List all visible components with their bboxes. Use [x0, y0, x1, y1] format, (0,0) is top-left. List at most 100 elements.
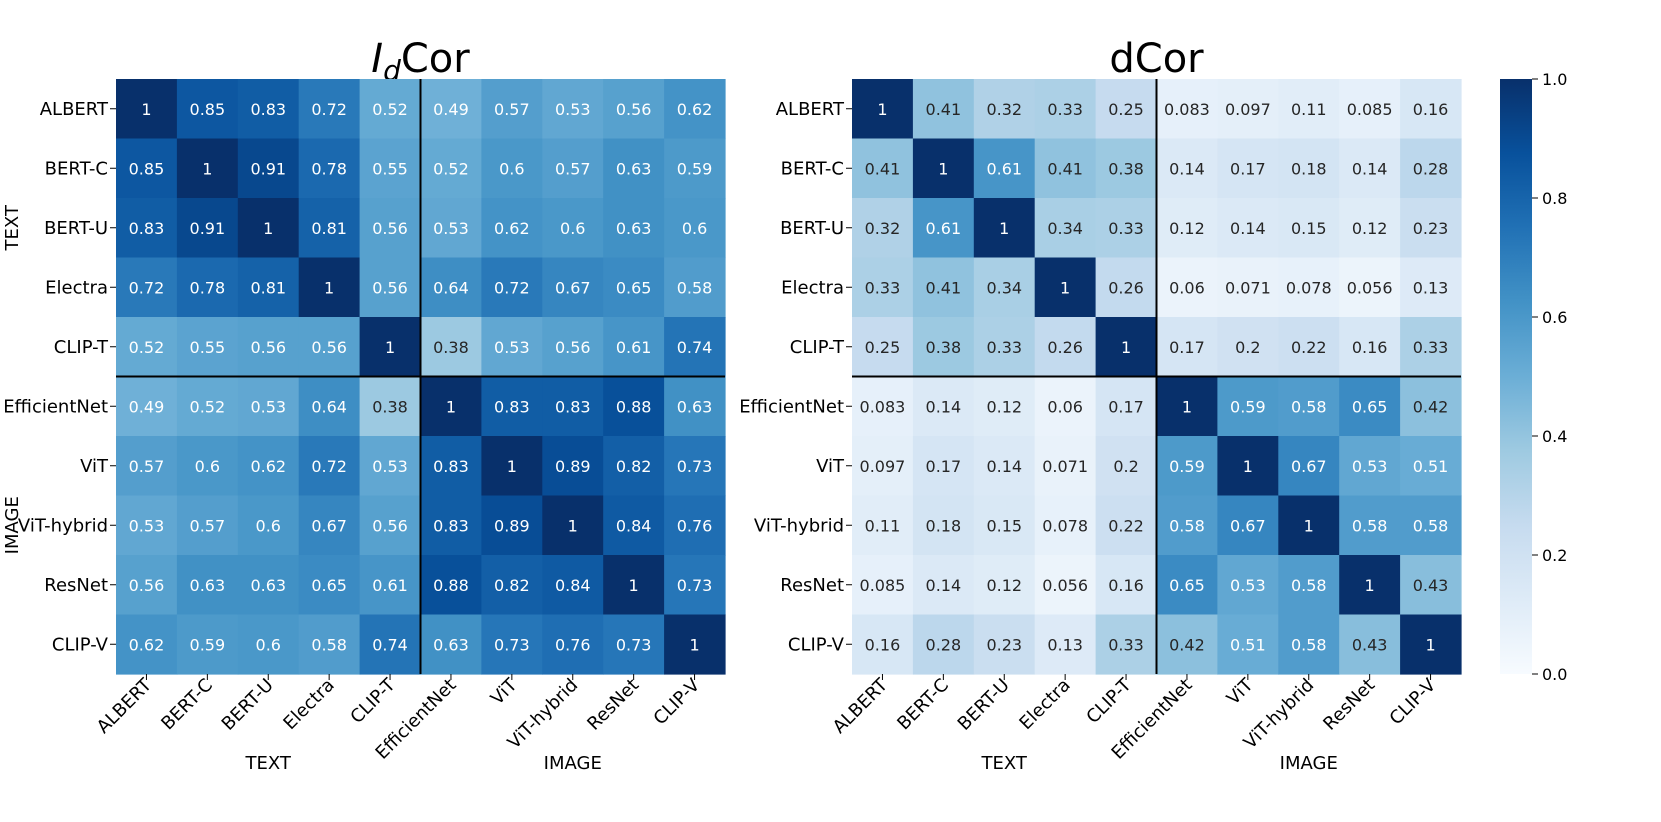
cell-value-label: 0.6 [682, 219, 707, 238]
heatmap-cell [481, 376, 543, 437]
heatmap-cell [973, 376, 1036, 437]
y-tick-label: ViT-hybrid [18, 515, 108, 536]
cell-value-label: 0.33 [1108, 219, 1144, 238]
heatmap-cell [973, 317, 1036, 378]
cell-value-label: 0.64 [311, 397, 347, 416]
cell-value-label: 0.12 [1352, 219, 1388, 238]
heatmap-cell [1095, 257, 1158, 318]
heatmap-cell [973, 257, 1036, 318]
cell-value-label: 0.11 [865, 516, 901, 535]
cell-value-label: 0.071 [1225, 278, 1271, 297]
heatmap-cell [912, 555, 975, 616]
x-tick-label: BERT-U [954, 675, 1014, 735]
heatmap-cell [1156, 138, 1218, 199]
cell-value-label: 0.071 [1042, 457, 1088, 476]
cell-value-label: 0.51 [1413, 457, 1449, 476]
y-tick-label: CLIP-T [54, 337, 109, 358]
heatmap-cell [298, 138, 361, 199]
heatmap-cell [912, 79, 975, 140]
cell-value-label: 0.58 [1413, 516, 1449, 535]
cell-value-label: 0.16 [1413, 100, 1449, 119]
heatmap-cell [852, 436, 914, 497]
y-tick-label: ViT [80, 456, 109, 477]
cell-value-label: 0.67 [311, 516, 347, 535]
cell-value-label: 0.63 [616, 219, 652, 238]
cell-value-label: 0.16 [865, 635, 901, 654]
x-tick-label: CLIP-V [650, 674, 705, 729]
heatmap-cell [359, 198, 422, 259]
heatmap-cell [1400, 138, 1462, 199]
cell-value-label: 0.14 [1230, 219, 1266, 238]
x-tick-label: BERT-C [893, 675, 953, 735]
cell-value-label: 0.078 [1286, 278, 1332, 297]
cell-value-label: 0.72 [311, 457, 347, 476]
cell-value-label: 0.38 [926, 338, 962, 357]
y-group-label-image: IMAGE [2, 496, 23, 554]
cell-value-label: 0.73 [677, 576, 713, 595]
heatmap-cell [116, 198, 178, 259]
heatmap-cell [1400, 436, 1462, 497]
cell-value-label: 1 [1304, 516, 1314, 535]
cell-value-label: 1 [1425, 635, 1435, 654]
cell-value-label: 0.56 [311, 338, 347, 357]
heatmap-cell [1095, 614, 1158, 675]
heatmap-cell [1095, 495, 1158, 556]
cell-value-label: 0.06 [1169, 278, 1205, 297]
heatmap-cell [973, 198, 1036, 259]
heatmap-cell [1339, 614, 1401, 675]
heatmap-cell [1339, 198, 1401, 259]
heatmap-cell [603, 614, 665, 675]
heatmap-cell [973, 614, 1036, 675]
cell-value-label: 0.41 [926, 278, 962, 297]
cell-value-label: 0.32 [986, 100, 1022, 119]
cell-value-label: 0.63 [433, 635, 469, 654]
heatmap-cell [1278, 317, 1340, 378]
cell-value-label: 0.17 [1169, 338, 1205, 357]
y-group-label-text: TEXT [2, 204, 23, 251]
cell-value-label: 0.53 [250, 397, 286, 416]
heatmap-cell [973, 555, 1036, 616]
heatmap-cell [176, 198, 239, 259]
heatmap-cell [1095, 376, 1158, 437]
cell-value-label: 0.23 [986, 635, 1022, 654]
cell-value-label: 1 [629, 576, 639, 595]
heatmap-cell [1339, 555, 1401, 616]
cell-value-label: 1 [1060, 278, 1070, 297]
cell-value-label: 0.49 [433, 100, 469, 119]
cell-value-label: 0.83 [433, 516, 469, 535]
heatmap-cell [664, 257, 726, 318]
cell-value-label: 0.12 [1169, 219, 1205, 238]
cell-value-label: 0.43 [1352, 635, 1388, 654]
cell-value-label: 0.59 [190, 635, 226, 654]
heatmap-cell [1278, 376, 1340, 437]
cell-value-label: 0.83 [555, 397, 591, 416]
heatmap-cell [664, 555, 726, 616]
cell-value-label: 0.67 [1291, 457, 1327, 476]
heatmap-cell [603, 317, 665, 378]
x-tick-label: ALBERT [829, 674, 893, 738]
cell-value-label: 0.63 [190, 576, 226, 595]
heatmap-cell [542, 495, 604, 556]
heatmap-cell [1278, 614, 1340, 675]
heatmap-cell [1095, 79, 1158, 140]
heatmap-cell [116, 376, 178, 437]
cell-value-label: 0.58 [1169, 516, 1205, 535]
cell-value-label: 0.2 [1235, 338, 1260, 357]
cell-value-label: 0.67 [555, 278, 591, 297]
cell-value-label: 0.88 [616, 397, 652, 416]
colorbar: 0.0 0.2 0.4 0.6 0.8 1.0 [1500, 70, 1567, 684]
cell-value-label: 0.16 [1108, 576, 1144, 595]
heatmap-cell [420, 138, 482, 199]
cell-value-label: 1 [877, 100, 887, 119]
cell-value-label: 1 [999, 219, 1009, 238]
cell-value-label: 0.53 [555, 100, 591, 119]
cell-value-label: 0.6 [256, 635, 281, 654]
cell-value-label: 0.56 [129, 576, 165, 595]
y-tick-label: ViT-hybrid [754, 515, 844, 536]
heatmap-cell [481, 79, 543, 140]
heatmap-cell [852, 555, 914, 616]
cell-value-label: 0.56 [372, 516, 408, 535]
heatmap-cell [1034, 79, 1097, 140]
cell-value-label: 0.81 [311, 219, 347, 238]
cell-value-label: 0.56 [555, 338, 591, 357]
